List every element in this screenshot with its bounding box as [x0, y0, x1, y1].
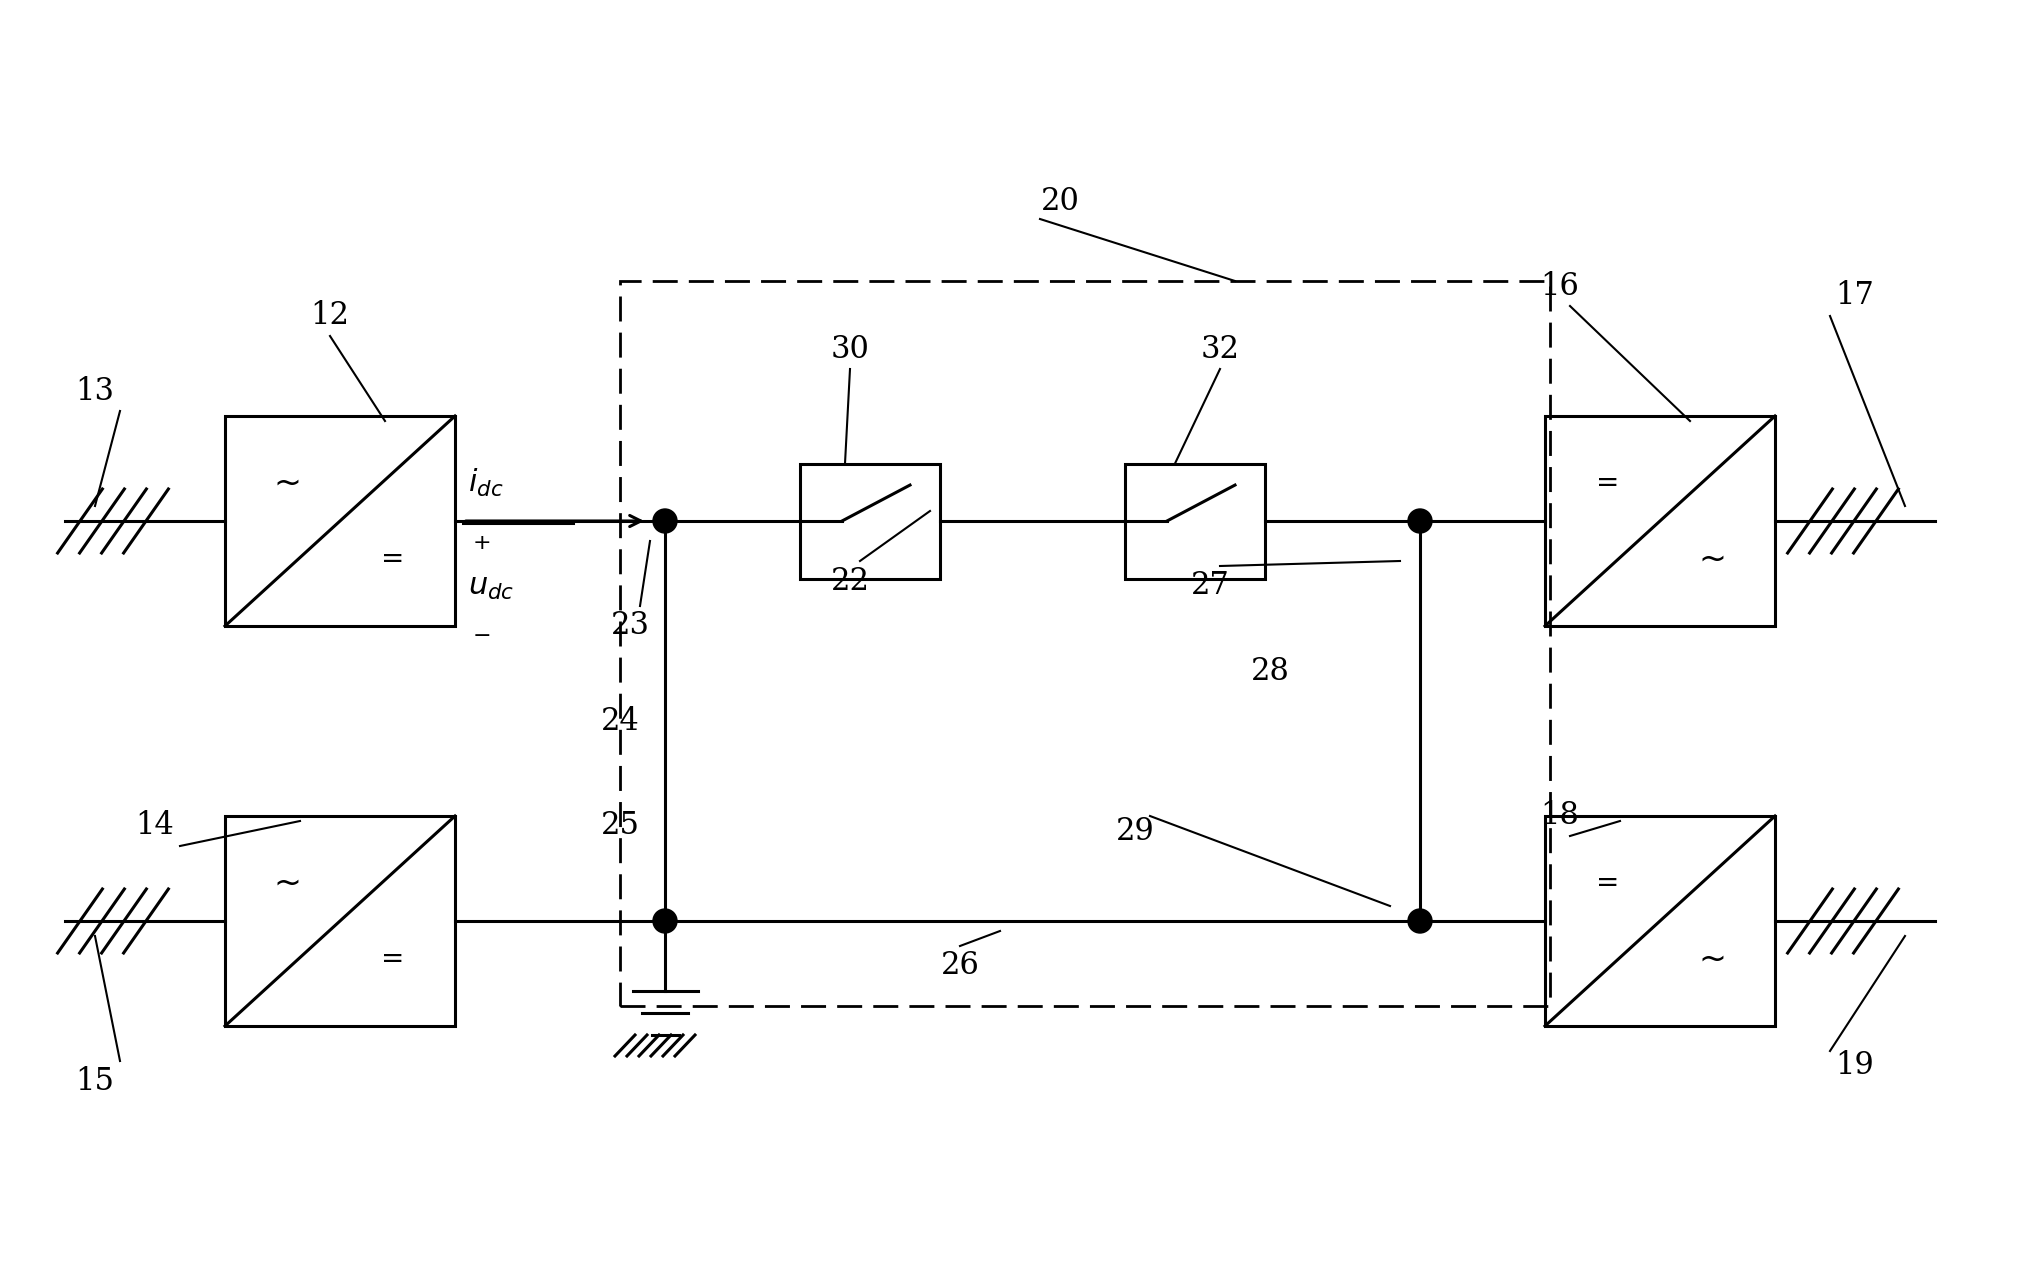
Bar [224, 816, 455, 1026]
Text: ~: ~ [1698, 543, 1727, 575]
Text: =: = [381, 546, 404, 573]
Text: $i_{dc}$: $i_{dc}$ [469, 466, 504, 500]
Text: 27: 27 [1191, 570, 1230, 602]
Text: 19: 19 [1835, 1050, 1874, 1081]
Text: $u_{dc}$: $u_{dc}$ [469, 573, 514, 602]
Circle shape [1409, 910, 1431, 933]
Text: 17: 17 [1835, 281, 1874, 311]
Text: 26: 26 [940, 951, 979, 981]
Bar [1546, 816, 1776, 1026]
Text: 24: 24 [602, 706, 640, 737]
Text: 15: 15 [75, 1066, 114, 1097]
Bar [1126, 464, 1264, 579]
Text: 30: 30 [830, 333, 869, 365]
Text: 25: 25 [602, 811, 640, 842]
Text: 28: 28 [1250, 656, 1289, 687]
Text: −: − [473, 626, 491, 646]
Text: ~: ~ [273, 866, 302, 899]
Text: 20: 20 [1040, 186, 1079, 216]
Text: =: = [1597, 869, 1619, 897]
Circle shape [1409, 509, 1431, 533]
Text: 13: 13 [75, 375, 114, 406]
Text: 23: 23 [610, 611, 650, 642]
Text: 12: 12 [310, 301, 349, 332]
Bar [224, 416, 455, 626]
Bar [799, 464, 940, 579]
Text: 16: 16 [1541, 270, 1580, 301]
Bar [1546, 416, 1776, 626]
Text: 18: 18 [1541, 801, 1580, 831]
Text: 14: 14 [137, 811, 175, 842]
Text: =: = [1597, 469, 1619, 497]
Text: ~: ~ [273, 466, 302, 500]
Text: +: + [473, 533, 491, 553]
Text: ~: ~ [1698, 943, 1727, 976]
Text: 29: 29 [1115, 816, 1154, 847]
Circle shape [652, 910, 677, 933]
Text: 22: 22 [830, 565, 869, 597]
Text: 32: 32 [1201, 333, 1240, 365]
Text: =: = [381, 945, 404, 974]
Bar [620, 281, 1550, 1006]
Circle shape [652, 509, 677, 533]
